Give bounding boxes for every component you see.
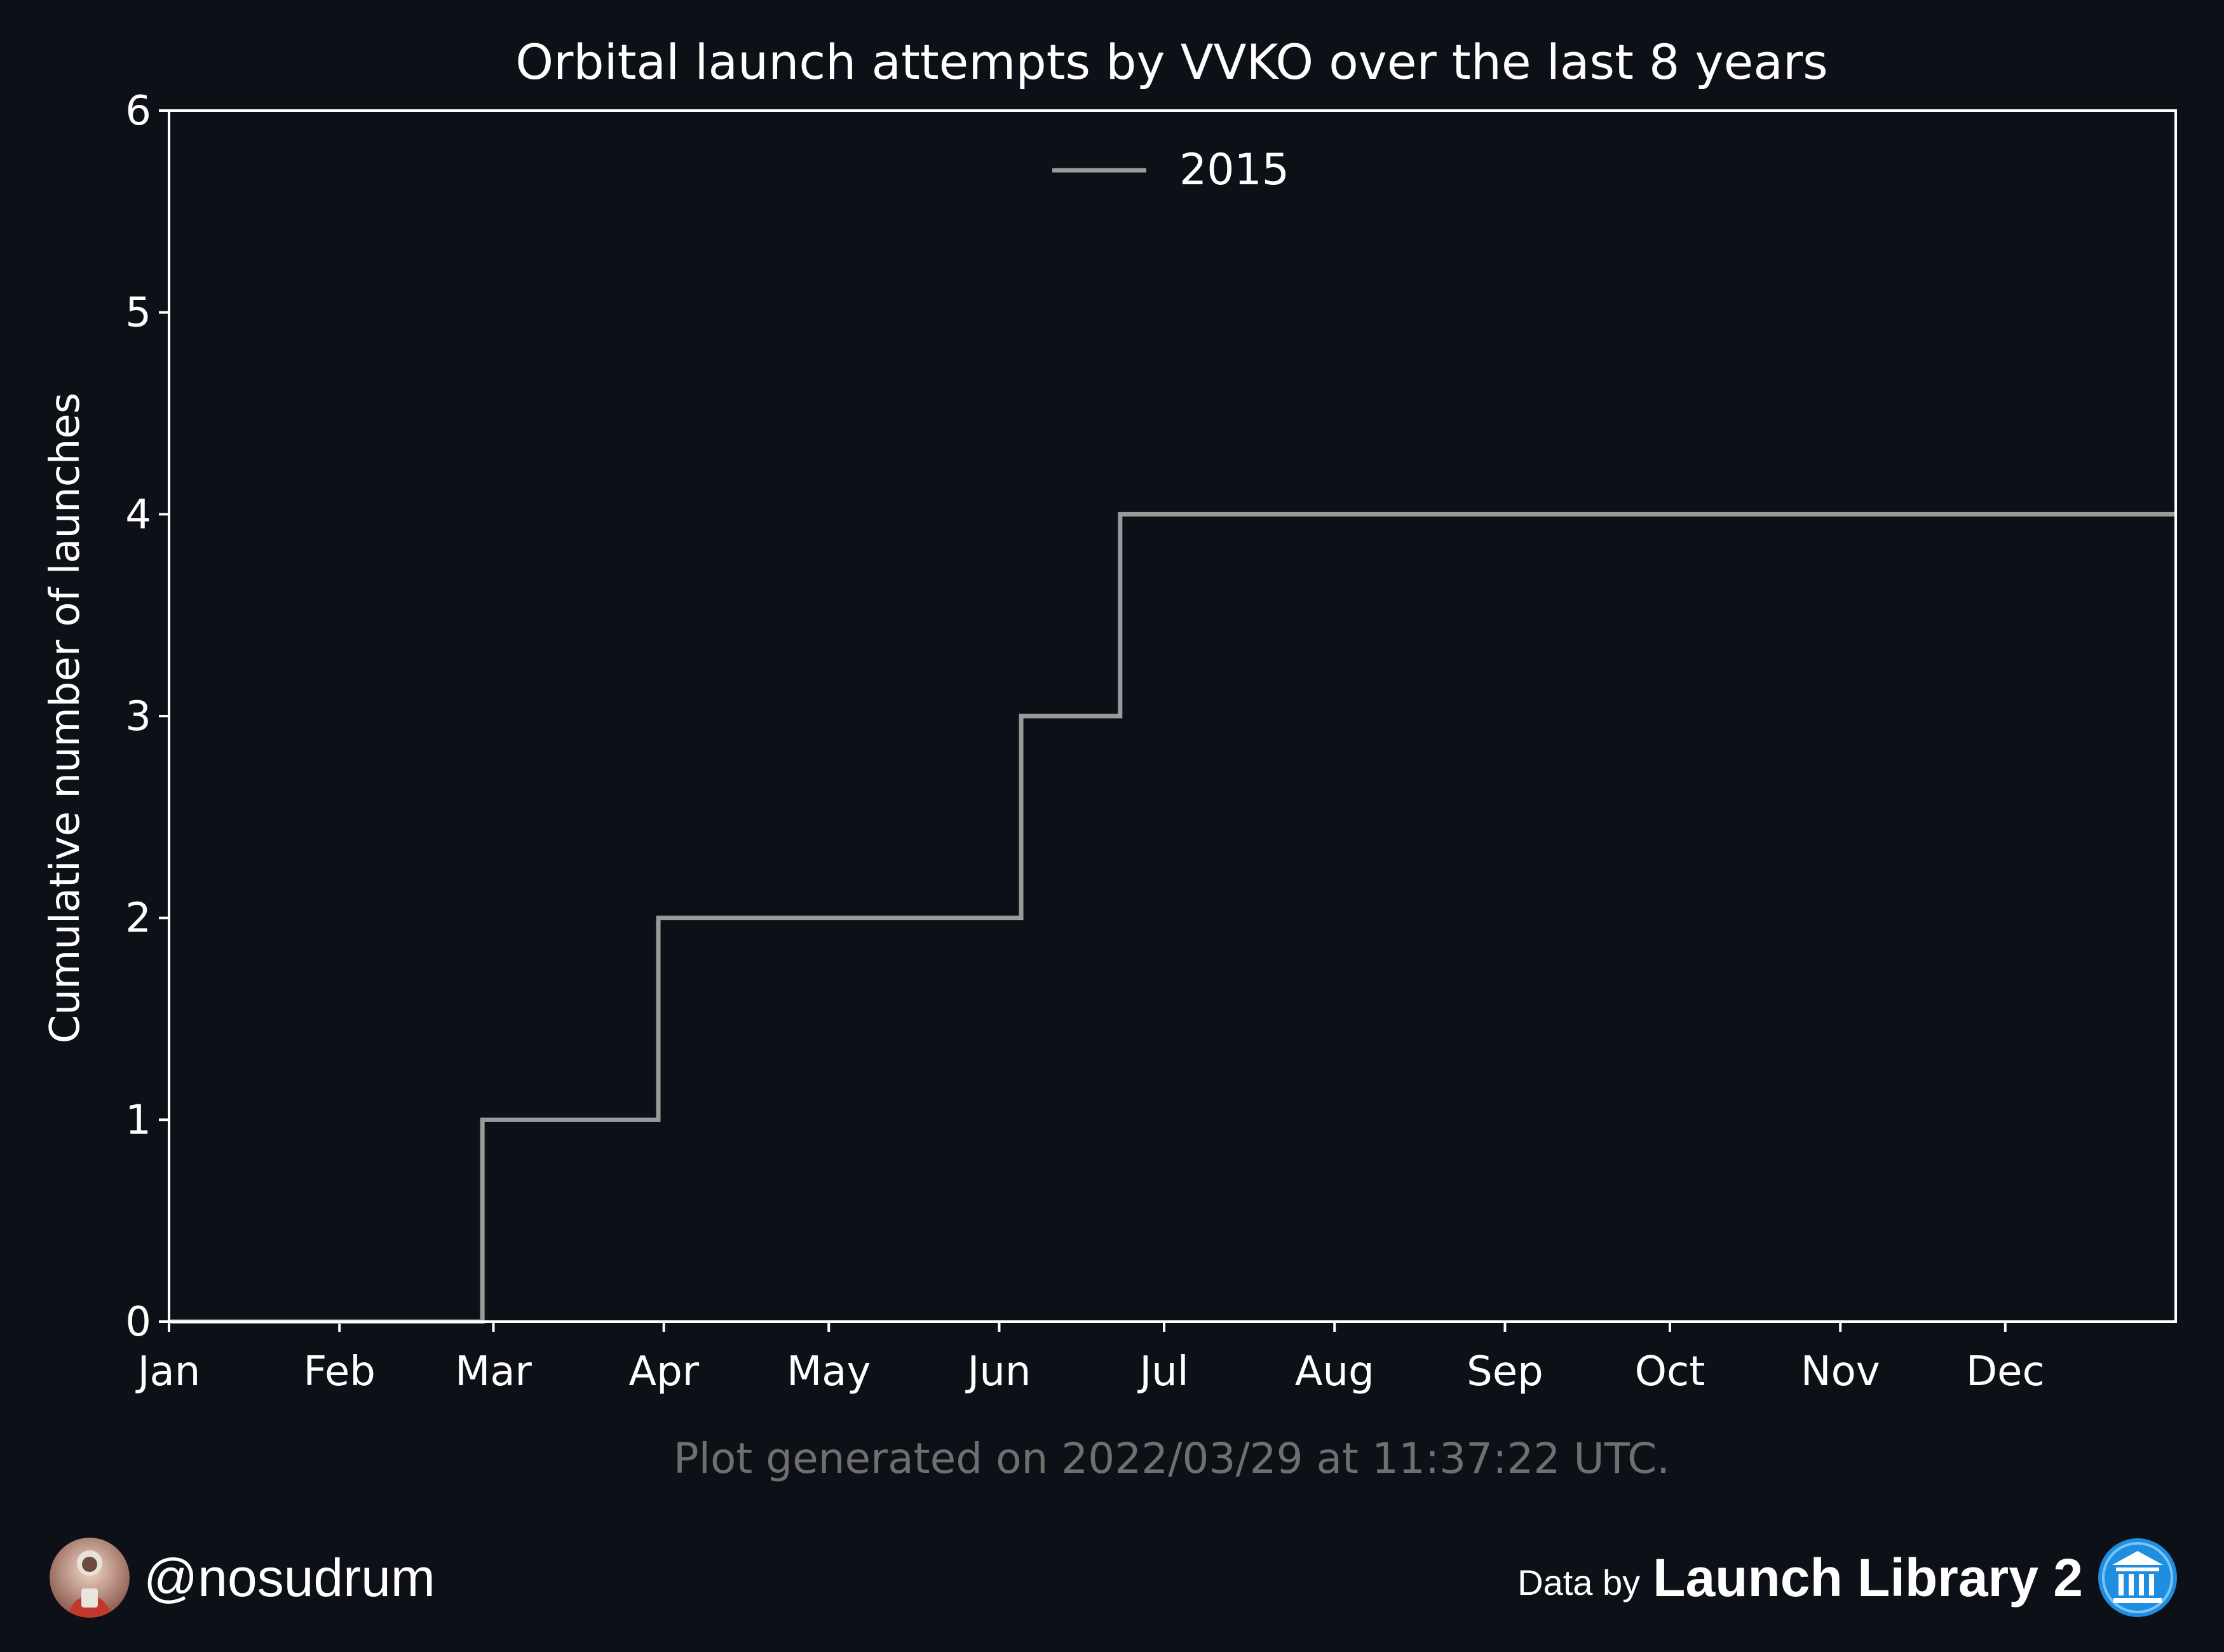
y-tick-label: 6 <box>125 88 151 135</box>
x-tick-label: Oct <box>1635 1348 1705 1395</box>
y-axis-label: Cumulative number of launches <box>42 393 89 1043</box>
y-tick-label: 1 <box>125 1097 151 1144</box>
x-tick-label: Mar <box>455 1348 532 1395</box>
x-tick-label: Feb <box>304 1348 376 1395</box>
y-tick-label: 4 <box>125 491 151 538</box>
plot-area: 0 1 2 3 4 5 6 Jan Feb Mar Apr May Jun Jul Aug Sep Oct Nov… <box>125 88 2176 1395</box>
credit-prefix: Data by <box>1517 1562 1641 1602</box>
x-tick-label: Aug <box>1295 1348 1374 1395</box>
astronaut-avatar-icon <box>50 1538 130 1618</box>
x-tick-label: Sep <box>1467 1348 1543 1395</box>
x-tick-label: May <box>787 1348 871 1395</box>
data-credit: Data by Launch Library 2 <box>1517 1536 2178 1619</box>
chart-title: Orbital launch attempts by VVKO over the… <box>515 34 1827 90</box>
launch-library-logo-icon <box>2097 1537 2178 1618</box>
y-tick-label: 5 <box>125 290 151 337</box>
x-tick-label: Jul <box>1137 1348 1188 1395</box>
plot-frame <box>168 109 2177 1323</box>
series-line-2015 <box>169 511 2176 1324</box>
legend: 2015 <box>1052 145 1289 195</box>
x-tick-label: Jan <box>135 1348 201 1395</box>
author-handle: @nosudrum <box>144 1547 435 1608</box>
footnote: Plot generated on 2022/03/29 at 11:37:22… <box>674 1434 1670 1483</box>
author-signature: @nosudrum <box>50 1536 435 1619</box>
x-tick-label: Apr <box>628 1348 699 1395</box>
y-tick-label: 2 <box>125 895 151 942</box>
y-tick-label: 0 <box>125 1299 151 1346</box>
x-tick-label: Nov <box>1801 1348 1880 1395</box>
y-tick-label: 3 <box>125 693 151 740</box>
legend-label: 2015 <box>1179 145 1289 195</box>
x-tick-label: Dec <box>1966 1348 2045 1395</box>
x-tick-label: Jun <box>965 1348 1031 1395</box>
chart: Orbital launch attempts by VVKO over the… <box>42 34 2177 1483</box>
credit-name: Launch Library 2 <box>1653 1547 2083 1608</box>
